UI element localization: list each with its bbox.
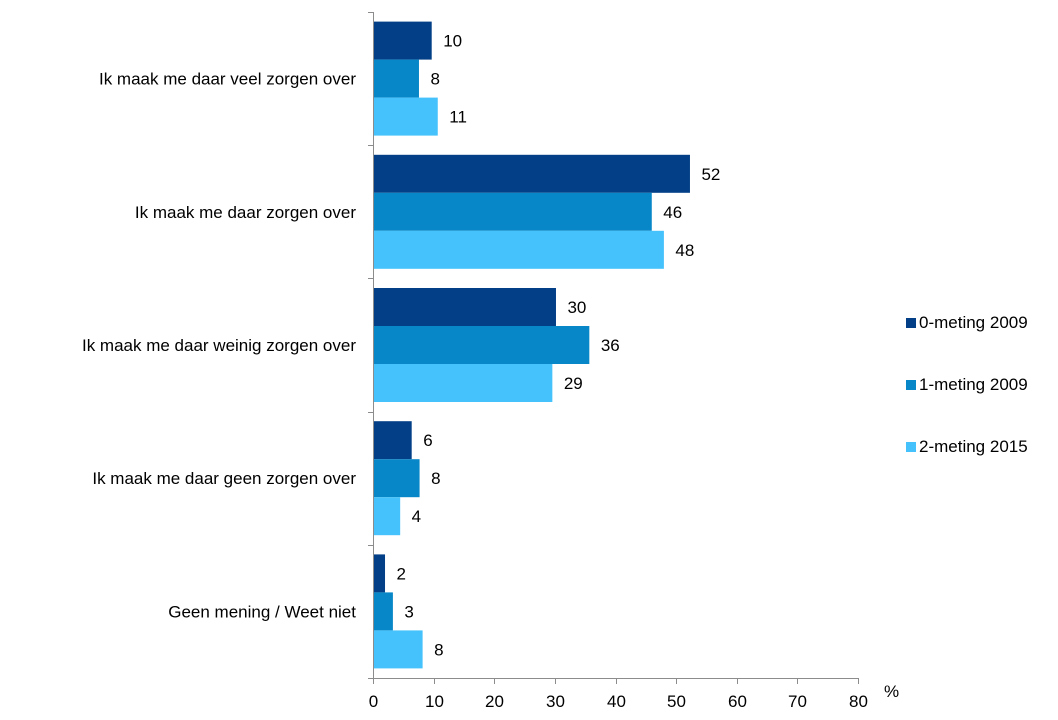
x-tick-label: 40 xyxy=(607,692,626,711)
legend-swatch xyxy=(906,380,916,390)
axes xyxy=(368,12,859,684)
value-label: 46 xyxy=(663,203,682,222)
bar xyxy=(373,459,420,498)
category-label: Geen mening / Weet niet xyxy=(168,602,356,621)
bar xyxy=(373,288,556,326)
value-label: 8 xyxy=(430,70,439,89)
bar xyxy=(373,364,553,402)
legend-label: 1-meting 2009 xyxy=(919,375,1028,394)
value-label: 3 xyxy=(404,602,413,621)
value-label: 8 xyxy=(431,469,440,488)
legend-swatch xyxy=(906,318,916,328)
bar xyxy=(373,497,401,536)
category-label: Ik maak me daar weinig zorgen over xyxy=(82,336,356,355)
x-tick-label: 0 xyxy=(369,692,378,711)
legend-swatch xyxy=(906,442,916,452)
category-label: Ik maak me daar veel zorgen over xyxy=(99,70,356,89)
bar xyxy=(373,97,438,136)
bar xyxy=(373,630,423,669)
x-tick-label: 20 xyxy=(485,692,504,711)
bar xyxy=(373,21,432,60)
bar xyxy=(373,326,590,364)
value-label: 2 xyxy=(397,564,406,583)
bars-layer xyxy=(373,21,690,669)
bar xyxy=(373,230,664,269)
legend-label: 2-meting 2015 xyxy=(919,437,1028,456)
value-label: 11 xyxy=(449,108,467,127)
labels-layer: 0 10 20 30 40 50 60 70 80 Ik maak me daar veel zo… xyxy=(82,32,868,711)
category-label: Ik maak me daar geen zorgen over xyxy=(92,469,356,488)
bar xyxy=(373,592,393,631)
x-tick-label: 10 xyxy=(425,692,444,711)
category-label: Ik maak me daar zorgen over xyxy=(135,203,356,222)
bar xyxy=(373,154,690,193)
x-tick-label: 70 xyxy=(788,692,807,711)
bar xyxy=(373,554,386,593)
bar xyxy=(373,59,419,98)
x-tick-label: 30 xyxy=(546,692,565,711)
legend-label: 0-meting 2009 xyxy=(919,313,1028,332)
x-tick-label: 50 xyxy=(667,692,686,711)
value-label: 4 xyxy=(412,507,421,526)
value-label: 8 xyxy=(434,640,443,659)
value-label: 30 xyxy=(567,298,586,317)
x-axis-unit-label: % xyxy=(884,682,899,701)
value-label: 36 xyxy=(601,336,620,355)
value-label: 48 xyxy=(675,241,694,260)
x-tick-label: 60 xyxy=(728,692,747,711)
value-label: 52 xyxy=(701,165,720,184)
bar xyxy=(373,192,652,231)
legend: 0-meting 2009 1-meting 2009 2-meting 2015 xyxy=(906,313,1028,456)
x-tick-label: 80 xyxy=(849,692,868,711)
value-label: 10 xyxy=(443,32,462,51)
value-label: 29 xyxy=(564,374,583,393)
bar xyxy=(373,421,412,460)
value-label: 6 xyxy=(423,431,432,450)
